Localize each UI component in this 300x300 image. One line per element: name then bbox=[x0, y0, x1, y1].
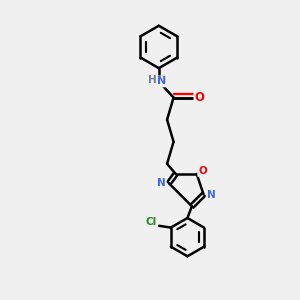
Text: H: H bbox=[148, 75, 157, 85]
Text: O: O bbox=[194, 91, 205, 104]
Text: Cl: Cl bbox=[146, 217, 157, 227]
Text: N: N bbox=[157, 76, 167, 86]
Text: N: N bbox=[157, 178, 166, 188]
Text: N: N bbox=[207, 190, 215, 200]
Text: O: O bbox=[198, 166, 207, 176]
